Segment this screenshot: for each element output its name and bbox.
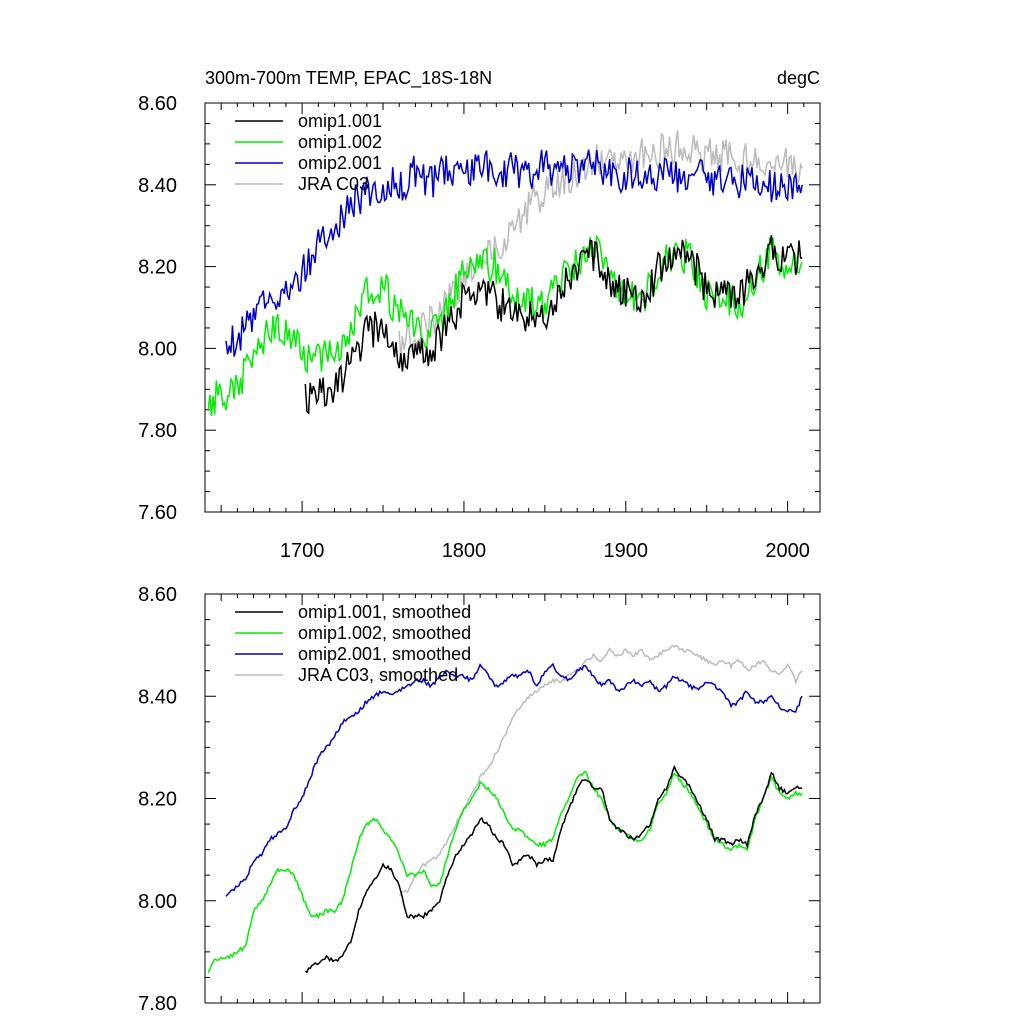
y-tick-label: 8.00	[138, 891, 177, 913]
units-label: degC	[777, 68, 820, 88]
y-tick-label: 7.80	[138, 993, 177, 1015]
legend-label: omip1.002, smoothed	[298, 623, 471, 643]
legend-label: omip2.001	[298, 153, 382, 173]
series-line-3	[225, 149, 803, 357]
y-tick-label: 8.40	[138, 686, 177, 708]
series-line-1	[304, 235, 803, 415]
y-tick-label: 8.40	[138, 175, 177, 197]
series-line-1	[304, 764, 803, 974]
y-tick-label: 8.20	[138, 789, 177, 811]
y-tick-label: 8.60	[138, 584, 177, 606]
x-tick-label: 1800	[442, 540, 487, 562]
legend-label: omip1.002	[298, 132, 382, 152]
series-line-2	[207, 770, 803, 974]
legend-label: JRA C03, smoothed	[298, 665, 458, 685]
x-tick-label: 1900	[604, 540, 649, 562]
legend-label: omip1.001, smoothed	[298, 602, 471, 622]
y-tick-label: 8.20	[138, 257, 177, 279]
series-line-2	[207, 234, 803, 416]
legend-label: JRA C03	[298, 174, 369, 194]
chart-title: 300m-700m TEMP, EPAC_18S-18N	[205, 68, 492, 89]
legend-label: omip1.001	[298, 111, 382, 131]
x-tick-label: 2000	[765, 540, 810, 562]
y-tick-label: 8.60	[138, 93, 177, 115]
y-tick-label: 8.00	[138, 338, 177, 360]
x-tick-label: 1700	[280, 540, 325, 562]
chart-top: 1700 1800 1900 2000 7.60 7.80 8.00 8.20 8.40 8.60…	[138, 93, 821, 562]
y-tick-label: 7.60	[138, 502, 177, 524]
series-line-3	[225, 662, 803, 897]
y-tick-label: 7.80	[138, 420, 177, 442]
legend-label: omip2.001, smoothed	[298, 644, 471, 664]
